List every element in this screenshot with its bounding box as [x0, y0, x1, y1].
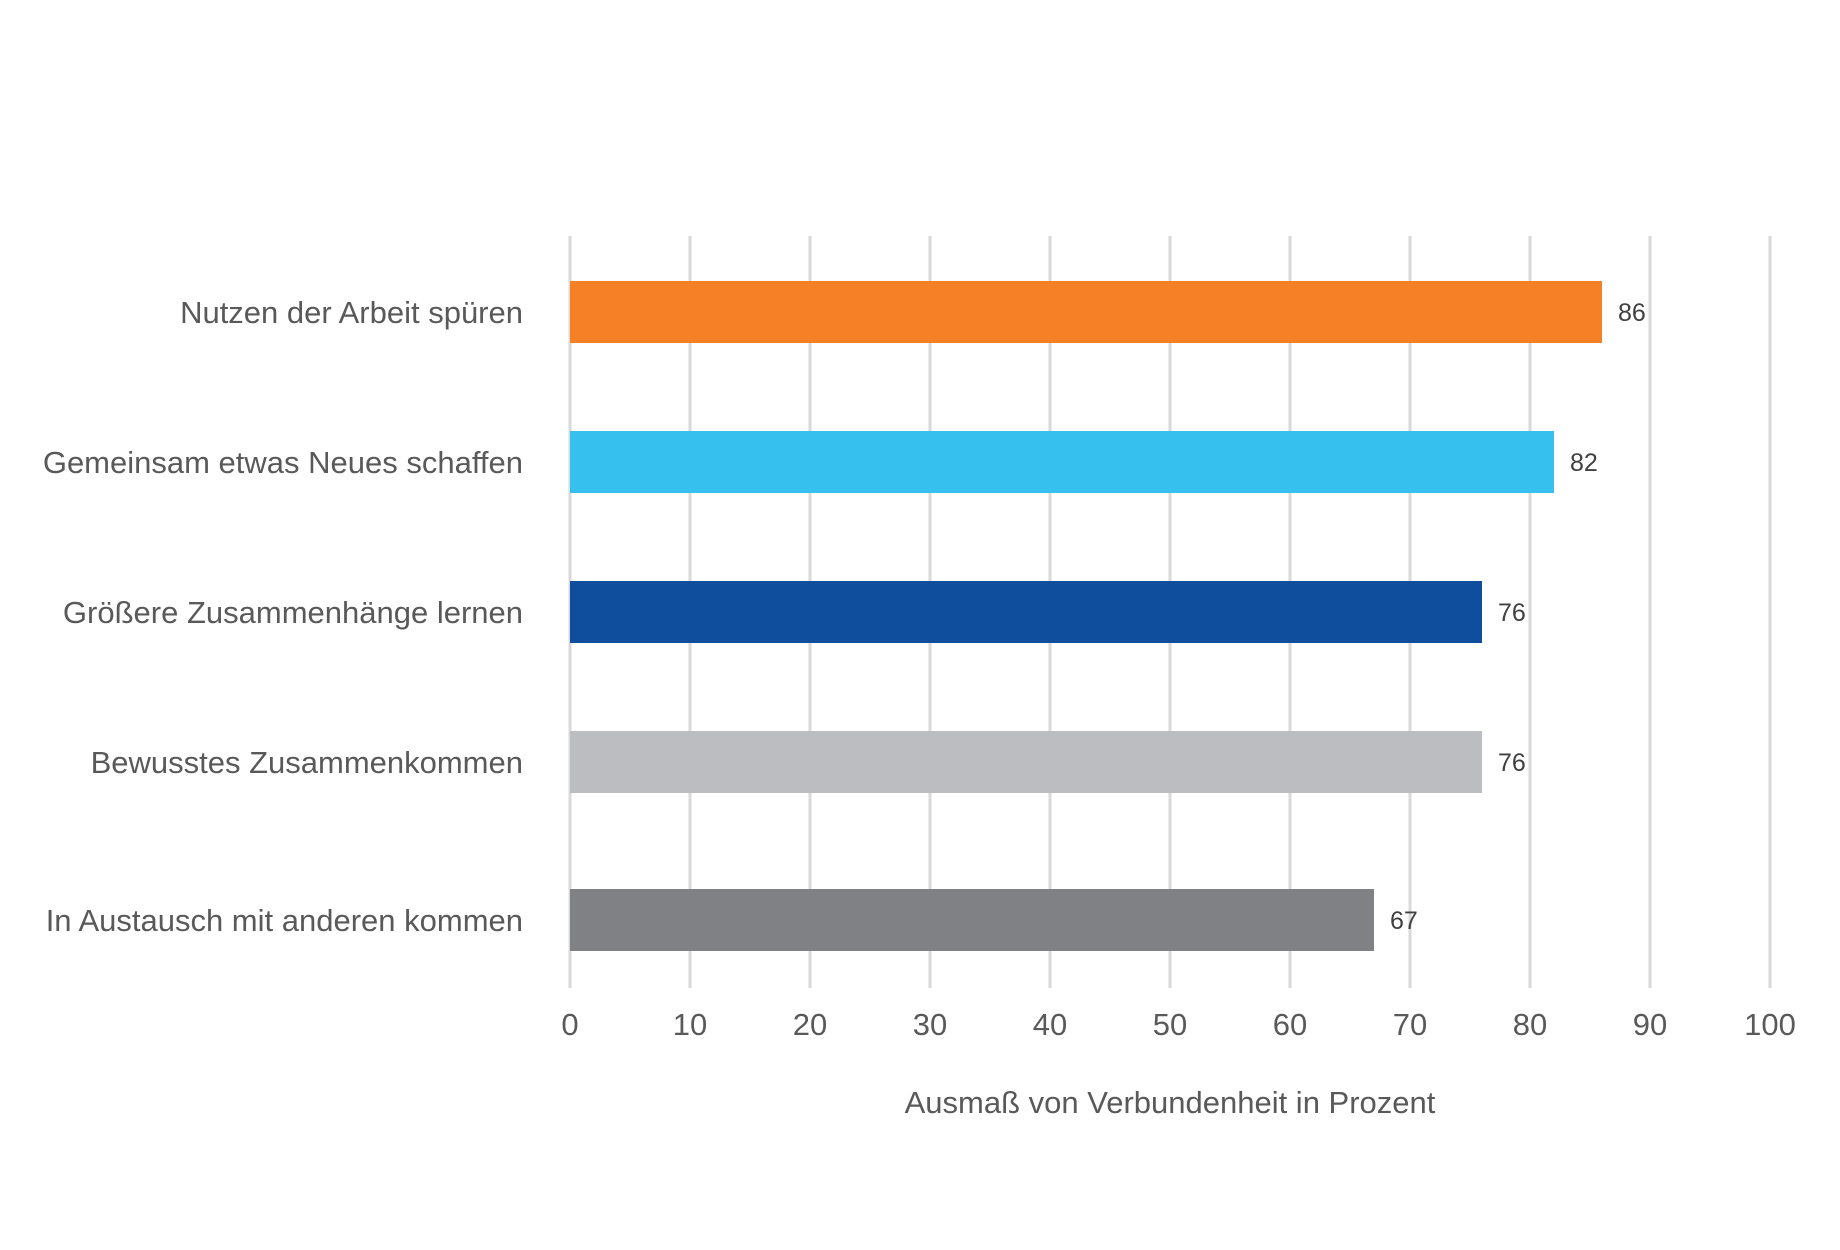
x-tick-label: 40 — [1033, 1007, 1067, 1042]
x-tick-label: 70 — [1393, 1007, 1427, 1042]
x-tick-label: 10 — [673, 1007, 707, 1042]
category-label: Nutzen der Arbeit spüren — [180, 295, 523, 330]
value-label: 82 — [1570, 449, 1598, 477]
bar — [570, 889, 1374, 951]
bar — [570, 581, 1482, 643]
value-label: 86 — [1618, 299, 1646, 327]
value-label: 76 — [1498, 749, 1526, 777]
x-tick-label: 0 — [561, 1007, 578, 1042]
x-tick-label: 30 — [913, 1007, 947, 1042]
category-labels: Nutzen der Arbeit spüren Gemeinsam etwas … — [43, 295, 523, 938]
x-tick-label: 90 — [1633, 1007, 1667, 1042]
value-label: 76 — [1498, 599, 1526, 627]
bar — [570, 431, 1554, 493]
category-label: Gemeinsam etwas Neues schaffen — [43, 445, 523, 480]
x-tick-label: 20 — [793, 1007, 827, 1042]
bar — [570, 731, 1482, 793]
x-tick-label: 50 — [1153, 1007, 1187, 1042]
data-labels: 86 82 76 76 67 — [1390, 299, 1646, 935]
category-label: In Austausch mit anderen kommen — [46, 903, 523, 938]
x-axis-title: Ausmaß von Verbundenheit in Prozent — [905, 1085, 1436, 1120]
x-tick-label: 100 — [1744, 1007, 1796, 1042]
category-label: Bewusstes Zusammenkommen — [91, 745, 523, 780]
x-tick-label: 60 — [1273, 1007, 1307, 1042]
category-label: Größere Zusammenhänge lernen — [63, 595, 523, 630]
value-label: 67 — [1390, 907, 1418, 935]
bar — [570, 281, 1602, 343]
x-tick-label: 80 — [1513, 1007, 1547, 1042]
x-tick-labels: 0 10 20 30 40 50 60 70 80 90 100 — [561, 1007, 1795, 1042]
bars — [570, 281, 1602, 951]
